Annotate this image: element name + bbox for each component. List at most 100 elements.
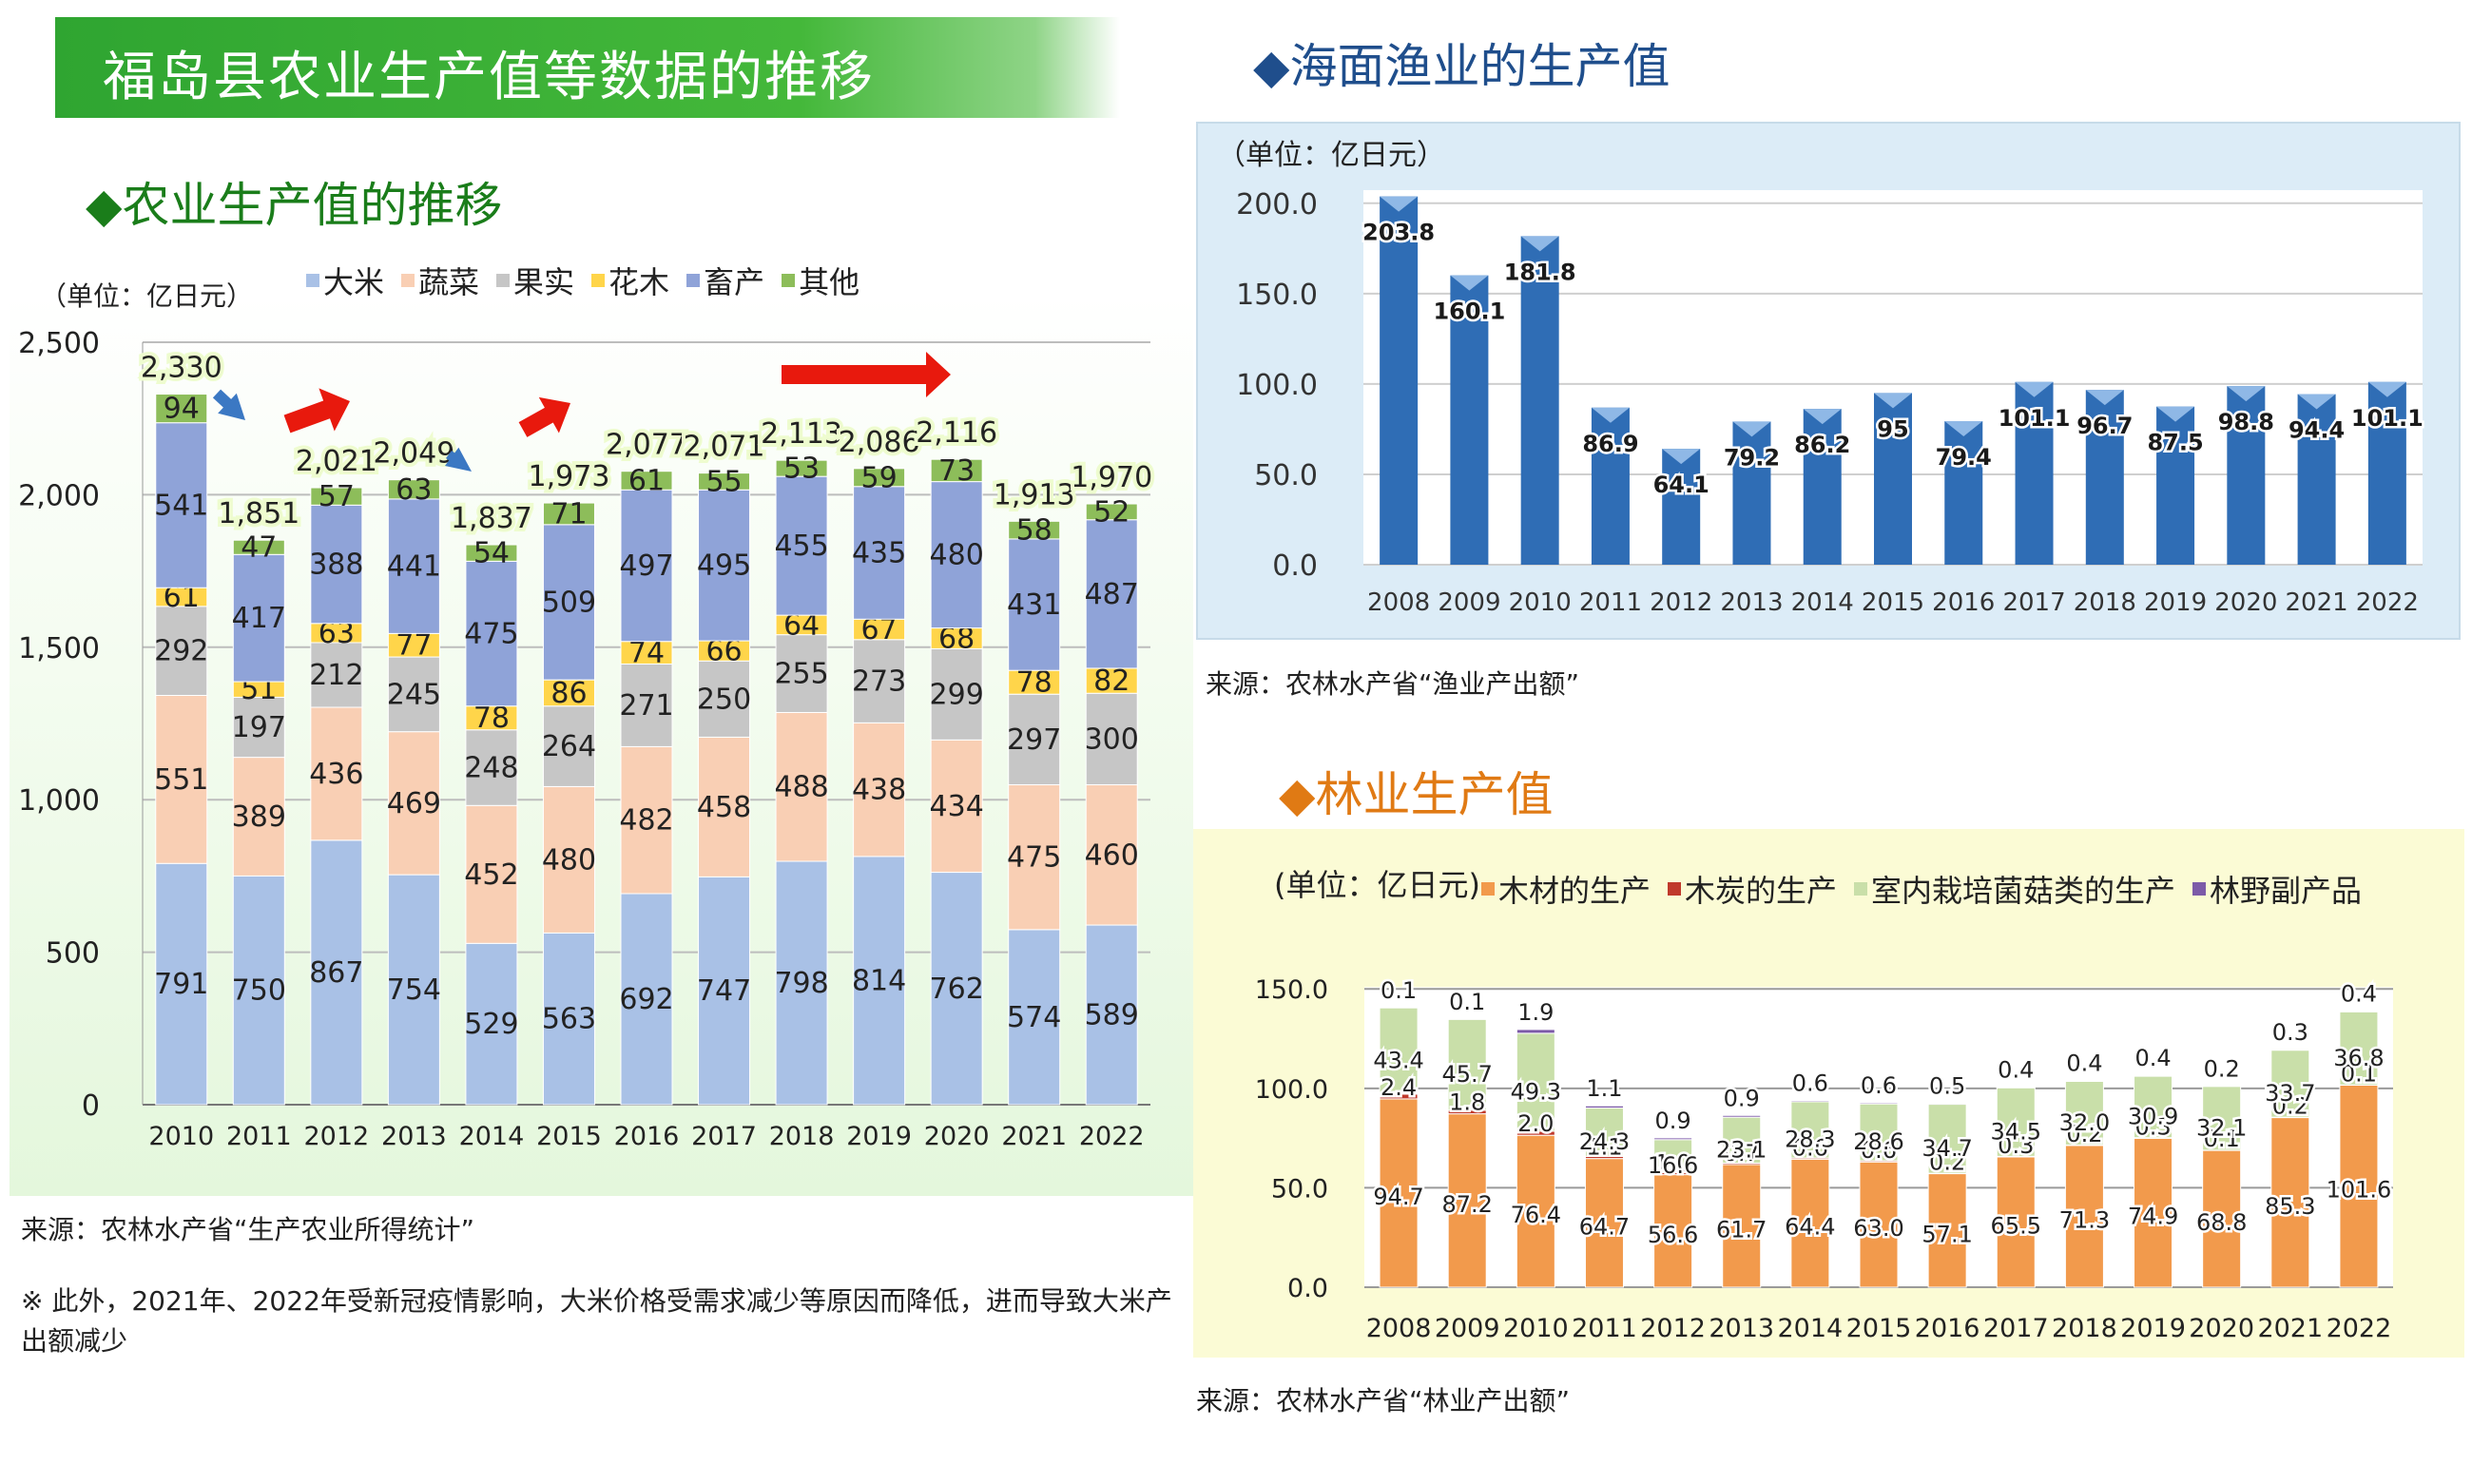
data-label: 71.3	[2059, 1206, 2110, 1233]
bar-cap	[1591, 407, 1630, 423]
data-label: 0.4	[2066, 1050, 2102, 1077]
data-label: 798	[774, 967, 828, 1000]
legend-label: 室内栽培菌菇类的生产	[1871, 873, 2176, 909]
agri-legend: 大米 蔬菜 果实 花木 畜产 其他	[306, 259, 877, 302]
data-label: 2.4	[1381, 1074, 1417, 1101]
data-label: 762	[930, 973, 984, 1006]
x-tick-label: 2017	[691, 1122, 757, 1151]
forest-unit-label: (单位：亿日元)	[1274, 867, 1480, 903]
legend-item: 畜产	[686, 259, 764, 302]
data-label: 0.6	[1861, 1072, 1897, 1099]
bar-segment	[2134, 1075, 2173, 1139]
data-label: 74.9	[2128, 1204, 2178, 1230]
bar-segment	[232, 696, 285, 759]
bar-segment	[465, 560, 518, 707]
bar-segment	[155, 422, 208, 588]
bar-cap	[2367, 381, 2406, 397]
data-label: 0.3	[1998, 1132, 2034, 1159]
bar-cap	[1874, 393, 1912, 409]
x-tick-label: 2014	[1778, 1314, 1844, 1343]
bar-segment	[1859, 1102, 1899, 1105]
bar-segment	[310, 706, 363, 841]
data-label: 438	[852, 774, 906, 807]
data-label: 82	[1093, 665, 1130, 698]
x-tick-label: 2017	[2002, 588, 2065, 617]
bar	[1803, 409, 1842, 565]
data-label: 452	[464, 858, 518, 892]
bar-segment	[542, 679, 595, 707]
bar-segment	[1859, 1161, 1899, 1288]
total-label: 2,086	[839, 426, 920, 459]
bar-segment	[1584, 1158, 1624, 1288]
data-label: 0.1	[2204, 1126, 2240, 1152]
data-label: 541	[154, 489, 208, 522]
x-tick-label: 2021	[2286, 588, 2348, 617]
bar-segment	[310, 839, 363, 1106]
data-label: 482	[619, 804, 673, 838]
data-label: 250	[697, 683, 751, 716]
data-label: 245	[387, 678, 441, 711]
x-tick-label: 2015	[1846, 1314, 1912, 1343]
data-label: 389	[232, 800, 286, 834]
y-tick-label: 150.0	[1255, 975, 1328, 1005]
legend-item: 花木	[591, 259, 669, 302]
legend-swatch	[496, 274, 511, 287]
bar	[2015, 381, 2054, 565]
data-label: 791	[154, 968, 208, 1001]
bar	[2085, 390, 2124, 565]
bar-cap	[1662, 449, 1701, 465]
bar-segment	[1722, 1164, 1762, 1288]
data-label: 101.1	[1999, 405, 2071, 432]
bar	[1874, 393, 1912, 565]
x-tick-label: 2012	[1640, 1314, 1706, 1343]
data-label: 74	[628, 637, 665, 670]
data-label: 78	[473, 702, 510, 735]
data-label: 87.5	[2147, 430, 2203, 456]
data-label: 30.9	[2128, 1103, 2178, 1129]
bar-segment	[853, 486, 906, 620]
x-tick-label: 2021	[2257, 1314, 2323, 1343]
bar-segment	[387, 632, 440, 658]
data-label: 160.1	[1433, 299, 1505, 325]
bar-segment	[542, 502, 595, 526]
y-tick-label: 200.0	[1236, 188, 1318, 222]
data-label: 488	[774, 771, 828, 804]
data-label: 1.8	[1449, 1089, 1485, 1116]
bar	[1450, 275, 1489, 565]
bar-segment	[542, 785, 595, 934]
data-label: 692	[619, 983, 673, 1016]
data-label: 212	[309, 659, 363, 692]
x-tick-label: 2016	[614, 1122, 680, 1151]
data-label: 45.7	[1441, 1061, 1492, 1088]
data-label: 417	[232, 602, 286, 635]
data-label: 480	[542, 843, 596, 877]
data-label: 101.1	[2351, 405, 2424, 432]
data-label: 814	[852, 964, 906, 997]
legend-swatch	[401, 274, 415, 287]
bar	[2297, 394, 2336, 565]
bar	[2367, 381, 2406, 565]
bar-segment	[2339, 1084, 2379, 1288]
data-label: 867	[309, 956, 363, 990]
total-label: 2,113	[761, 417, 842, 451]
bar-segment	[1722, 1114, 1762, 1118]
data-label: 273	[852, 665, 906, 699]
bar-segment	[155, 606, 208, 696]
data-label: 0.2	[2272, 1093, 2308, 1120]
x-tick-label: 2022	[2327, 1314, 2392, 1343]
data-label: 0.1	[2341, 1060, 2377, 1087]
x-tick-label: 2017	[1983, 1314, 2049, 1343]
data-label: 460	[1085, 838, 1139, 872]
total-label: 2,071	[684, 431, 765, 464]
trend-arrow-up	[518, 396, 570, 437]
data-label: 0.2	[2066, 1121, 2102, 1147]
data-label: 750	[232, 974, 286, 1008]
x-tick-label: 2012	[1650, 588, 1712, 617]
total-label: 1,851	[218, 497, 299, 530]
data-label: 95	[1877, 415, 1908, 442]
x-tick-label: 2018	[769, 1122, 835, 1151]
bar	[1732, 421, 1771, 565]
x-tick-label: 2013	[381, 1122, 447, 1151]
trend-arrow-down	[445, 447, 472, 472]
data-label: 292	[154, 635, 208, 668]
